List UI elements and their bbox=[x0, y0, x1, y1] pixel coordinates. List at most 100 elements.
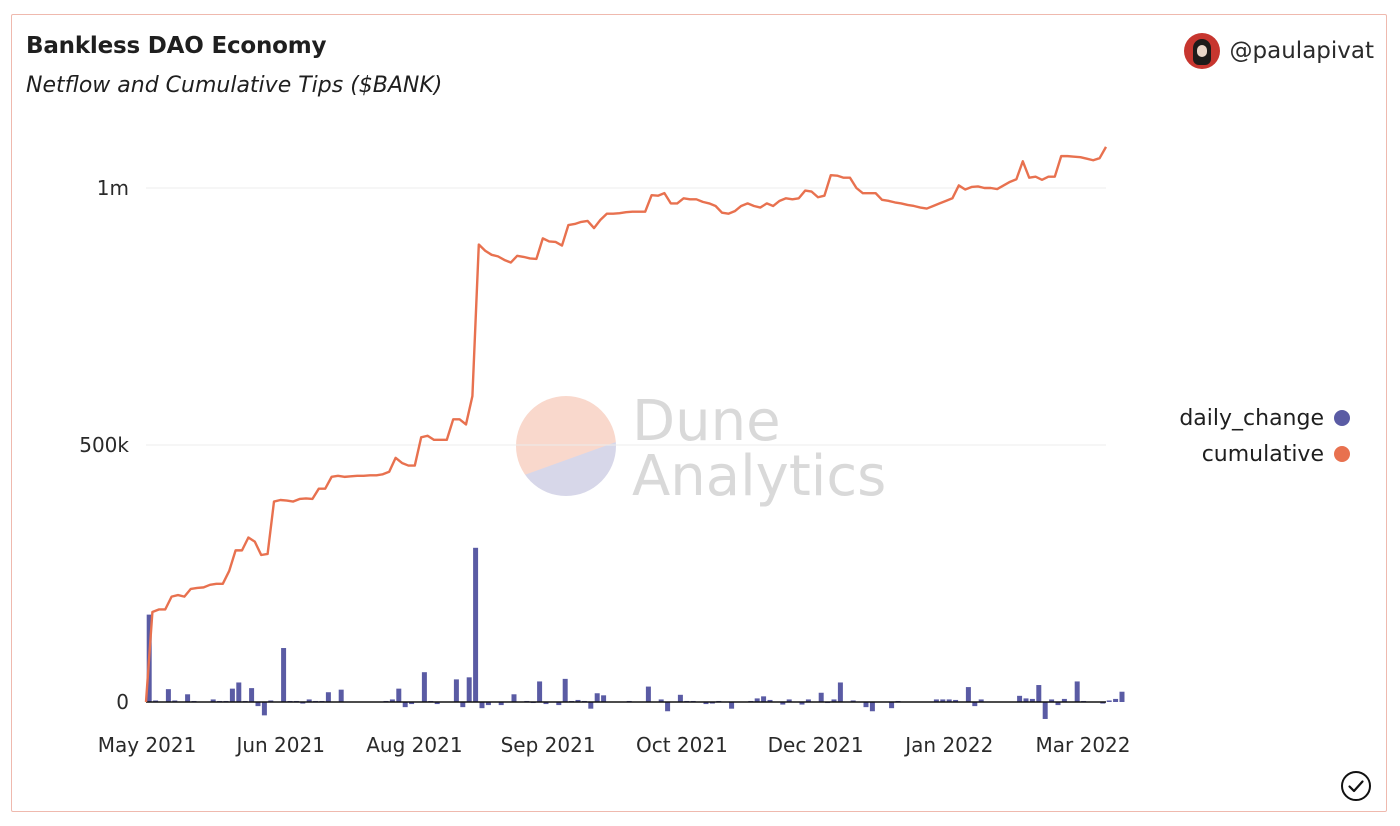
legend-dot-daily-change bbox=[1334, 410, 1350, 426]
daily-change-bar[interactable] bbox=[389, 699, 395, 702]
daily-change-bar[interactable] bbox=[594, 693, 600, 702]
daily-change-bar[interactable] bbox=[1042, 702, 1048, 719]
daily-change-bar[interactable] bbox=[805, 699, 811, 702]
daily-change-bar[interactable] bbox=[601, 695, 607, 702]
daily-change-bar[interactable] bbox=[453, 679, 459, 702]
x-tick-label: Jan 2022 bbox=[903, 733, 993, 757]
legend-label-daily-change: daily_change bbox=[1179, 405, 1324, 431]
chart-subtitle: Netflow and Cumulative Tips ($BANK) bbox=[26, 73, 443, 98]
daily-change-bar[interactable] bbox=[562, 678, 568, 702]
daily-change-bar[interactable] bbox=[434, 702, 440, 705]
daily-change-bar[interactable] bbox=[466, 677, 472, 702]
cumulative-line bbox=[144, 146, 1108, 703]
x-tick-label: Mar 2022 bbox=[1036, 733, 1131, 757]
daily-change-bar[interactable] bbox=[645, 686, 651, 702]
daily-change-bar[interactable] bbox=[889, 702, 895, 709]
daily-change-bar[interactable] bbox=[556, 702, 562, 706]
author-handle[interactable]: @paulapivat bbox=[1229, 38, 1374, 64]
legend-label-cumulative: cumulative bbox=[1201, 441, 1324, 467]
daily-change-bar[interactable] bbox=[1113, 698, 1119, 702]
daily-change-bar[interactable] bbox=[325, 692, 331, 702]
daily-change-bar[interactable] bbox=[281, 648, 287, 702]
daily-change-bar[interactable] bbox=[409, 702, 415, 705]
avatar[interactable] bbox=[1183, 33, 1220, 69]
daily-change-bar[interactable] bbox=[940, 699, 946, 702]
daily-change-bar[interactable] bbox=[473, 547, 479, 702]
daily-change-bar[interactable] bbox=[249, 688, 255, 702]
daily-change-bar[interactable] bbox=[837, 682, 843, 702]
x-tick-label: Aug 2021 bbox=[366, 733, 462, 757]
daily-change-bar[interactable] bbox=[703, 702, 709, 705]
daily-change-bar[interactable] bbox=[1106, 700, 1112, 702]
daily-change-bar[interactable] bbox=[479, 702, 485, 709]
daily-change-bar[interactable] bbox=[1061, 698, 1067, 702]
daily-change-bar[interactable] bbox=[965, 687, 971, 702]
daily-change-bar[interactable] bbox=[485, 702, 491, 706]
daily-change-bar[interactable] bbox=[1074, 681, 1080, 702]
x-tick-label: Oct 2021 bbox=[636, 733, 728, 757]
daily-change-bar[interactable] bbox=[511, 694, 517, 702]
daily-change-bar[interactable] bbox=[665, 702, 671, 712]
legend-dot-cumulative bbox=[1334, 446, 1350, 462]
daily-change-bar[interactable] bbox=[754, 698, 760, 702]
daily-change-bar[interactable] bbox=[460, 702, 466, 708]
legend: daily_change cumulative bbox=[1179, 400, 1350, 472]
x-tick-label: May 2021 bbox=[98, 733, 197, 757]
watermark-line1: Dune bbox=[632, 389, 781, 454]
author-badge[interactable]: @paulapivat bbox=[1183, 33, 1374, 69]
daily-change-bar[interactable] bbox=[946, 699, 952, 702]
daily-change-bar[interactable] bbox=[1049, 699, 1055, 702]
legend-item-cumulative[interactable]: cumulative bbox=[1179, 436, 1350, 472]
y-axis-ticks: 0 500k 1m bbox=[79, 176, 129, 714]
daily-change-bar[interactable] bbox=[761, 696, 767, 702]
daily-change-bar[interactable] bbox=[306, 699, 312, 702]
daily-change-bar[interactable] bbox=[1023, 698, 1029, 702]
daily-change-bar[interactable] bbox=[1036, 685, 1042, 702]
daily-change-bar[interactable] bbox=[1017, 695, 1023, 702]
daily-change-bar[interactable] bbox=[338, 689, 344, 702]
daily-change-bar[interactable] bbox=[537, 681, 543, 702]
daily-change-bar[interactable] bbox=[210, 699, 216, 702]
watermark-line2: Analytics bbox=[632, 444, 886, 509]
chart-card bbox=[11, 14, 1387, 812]
daily-change-bar[interactable] bbox=[972, 702, 978, 707]
daily-change-bar[interactable] bbox=[953, 699, 959, 702]
daily-change-bar[interactable] bbox=[780, 702, 786, 705]
daily-change-bar[interactable] bbox=[818, 692, 824, 702]
daily-change-bar[interactable] bbox=[543, 702, 549, 705]
daily-change-bar[interactable] bbox=[767, 699, 773, 702]
daily-change-bar[interactable] bbox=[1119, 691, 1125, 702]
daily-change-bar[interactable] bbox=[729, 702, 735, 709]
daily-change-bar[interactable] bbox=[863, 702, 869, 708]
daily-change-bar[interactable] bbox=[261, 702, 267, 716]
checkmark-circle-icon[interactable] bbox=[1340, 770, 1372, 802]
x-tick-label: Dec 2021 bbox=[768, 733, 864, 757]
daily-change-bar[interactable] bbox=[402, 702, 408, 708]
y-tick-label: 0 bbox=[116, 690, 129, 714]
chart-title: Bankless DAO Economy bbox=[26, 33, 327, 59]
x-axis-ticks: May 2021 Jun 2021 Aug 2021 Sep 2021 Oct 2021… bbox=[98, 733, 1131, 757]
daily-change-bar[interactable] bbox=[831, 699, 837, 702]
daily-change-bar[interactable] bbox=[421, 672, 427, 702]
y-tick-label: 500k bbox=[79, 433, 129, 457]
legend-item-daily-change[interactable]: daily_change bbox=[1179, 400, 1350, 436]
daily-change-bar[interactable] bbox=[799, 702, 805, 705]
daily-change-bar[interactable] bbox=[978, 699, 984, 702]
daily-change-bar[interactable] bbox=[396, 688, 402, 702]
daily-change-bar[interactable] bbox=[588, 702, 594, 709]
daily-change-bar[interactable] bbox=[575, 699, 581, 702]
daily-change-bar[interactable] bbox=[229, 688, 235, 702]
daily-change-bar[interactable] bbox=[933, 699, 939, 702]
daily-change-bar[interactable] bbox=[1029, 698, 1035, 702]
daily-change-bar[interactable] bbox=[255, 702, 261, 707]
daily-change-bar[interactable] bbox=[236, 682, 242, 702]
daily-change-bar[interactable] bbox=[786, 699, 792, 702]
dune-analytics-watermark: Dune Analytics bbox=[516, 389, 886, 509]
daily-change-bar[interactable] bbox=[165, 689, 171, 702]
daily-change-bar[interactable] bbox=[185, 694, 191, 702]
daily-change-bar[interactable] bbox=[498, 702, 504, 706]
daily-change-bar[interactable] bbox=[677, 694, 683, 702]
daily-change-bar[interactable] bbox=[1055, 702, 1061, 706]
daily-change-bar[interactable] bbox=[869, 702, 875, 712]
daily-change-bar[interactable] bbox=[658, 699, 664, 702]
